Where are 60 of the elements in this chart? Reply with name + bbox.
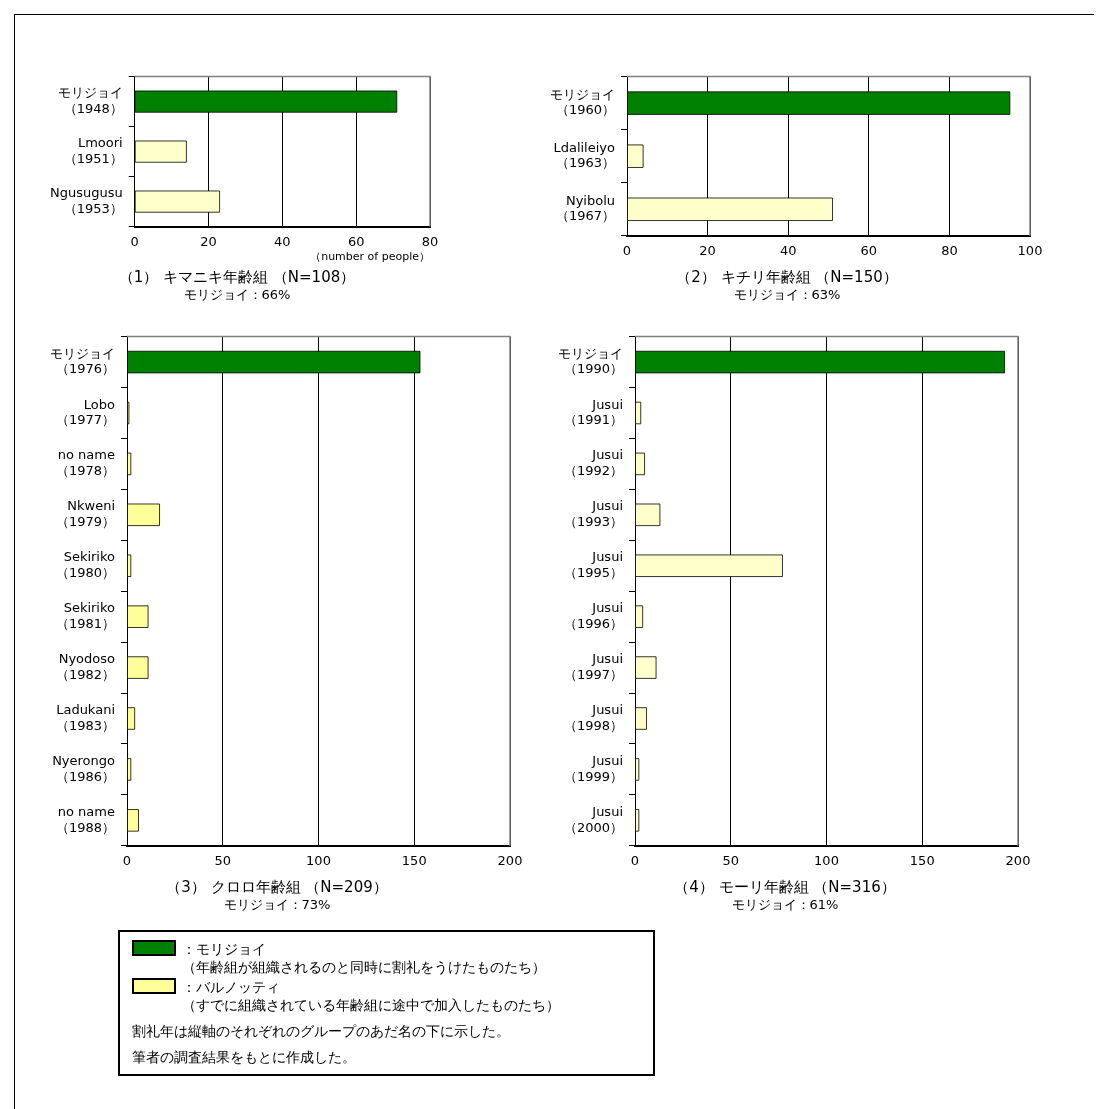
x-tick-label: 0 (630, 852, 640, 868)
text: （3） クロロ年齢組 （N=209） (166, 878, 388, 897)
y-tick-label: Nyerongo （1986） (52, 752, 116, 784)
x-tick-label: 200 (497, 852, 523, 868)
y-tick-label: Sekiriko （1981） (55, 600, 116, 631)
y-tick-label: no name （1988） (55, 803, 115, 835)
x-tick-label: 60 (860, 242, 878, 258)
text: モリジョイ：73% (223, 896, 331, 912)
y-tick-label: Ldalileiyo （1963） (553, 139, 616, 171)
x-tick-label: 200 (1005, 852, 1031, 868)
y-tick-label: Ladukani （1983） (55, 702, 115, 733)
y-tick-label: Jusui （1999） (563, 752, 623, 784)
y-tick-label: モリジョイ（1960） (550, 86, 615, 118)
y-tick-label: Lmoori （1951） (63, 135, 123, 166)
x-tick-label: 50 (722, 852, 740, 868)
legend-label: ：モリジョイ（年齢組が組織されるのと同時に割礼をうけたものたち） (182, 940, 546, 976)
x-tick-label: 0 (130, 233, 139, 249)
y-tick-label: Ngusugusu （1953） (50, 185, 123, 216)
x-tick-label: 150 (401, 852, 427, 868)
x-tick-label: 100 (814, 852, 839, 868)
text: モリジョイ：63% (733, 286, 841, 302)
x-tick-label: 0 (622, 242, 632, 258)
x-tick-label: 20 (200, 233, 217, 249)
y-tick-label: no name （1978） (55, 447, 115, 479)
y-tick-label: Jusui （1997） (563, 651, 623, 682)
x-tick-label: 150 (909, 852, 935, 868)
y-tick-label: Jusui （1992） (563, 447, 623, 479)
text: （1） キマニキ年齢組 （N=108） (118, 268, 356, 287)
legend-label: ：バルノッティ（すでに組織されている年齢組に途中で加入したものたち） (182, 978, 560, 1014)
y-tick-label: Nyodoso （1982） (55, 651, 116, 682)
y-tick-label: Jusui （1998） (563, 702, 623, 733)
y-tick-label: Jusui （2000） (563, 803, 623, 835)
y-tick-label: モリジョイ（1990） (558, 345, 623, 377)
x-tick-label: 0 (122, 852, 132, 868)
text: 筆者の調査結果をもとに作成した。 (132, 1048, 357, 1066)
y-tick-label: Jusui （1995） (563, 549, 623, 580)
text: モリジョイ：66% (183, 286, 291, 302)
x-tick-label: 100 (306, 852, 331, 868)
y-tick-label: Jusui （1991） (563, 396, 623, 428)
x-tick-label: 80 (941, 242, 958, 258)
y-tick-label: Nkweni （1979） (55, 498, 115, 529)
y-tick-label: Sekiriko （1980） (55, 549, 116, 580)
text: （2） キチリ年齢組 （N=150） (676, 268, 898, 287)
x-tick-label: 80 (421, 233, 439, 249)
x-tick-label: 60 (347, 233, 365, 249)
x-tick-label: 100 (1017, 242, 1043, 258)
text: （4） モーリ年齢組 （N=316） (674, 878, 896, 897)
text: モリジョイ：61% (731, 896, 839, 912)
y-tick-label: Jusui （1993） (563, 498, 623, 529)
x-tick-label: 20 (699, 242, 716, 258)
y-tick-label: モリジョイ（1976） (50, 345, 115, 377)
y-tick-label: Lobo （1977） (55, 396, 116, 428)
y-tick-label: Jusui （1996） (563, 600, 623, 631)
x-tick-label: 40 (779, 242, 797, 258)
x-tick-label: 40 (274, 233, 291, 249)
x-axis-title: （number of people） (310, 249, 430, 263)
x-tick-label: 50 (214, 852, 232, 868)
y-tick-label: Nyibolu （1967） (555, 192, 615, 224)
text: 割礼年は縦軸のそれぞれのグループのあだ名の下に示した。 (132, 1022, 511, 1040)
y-tick-label: モリジョイ（1948） (57, 85, 123, 116)
